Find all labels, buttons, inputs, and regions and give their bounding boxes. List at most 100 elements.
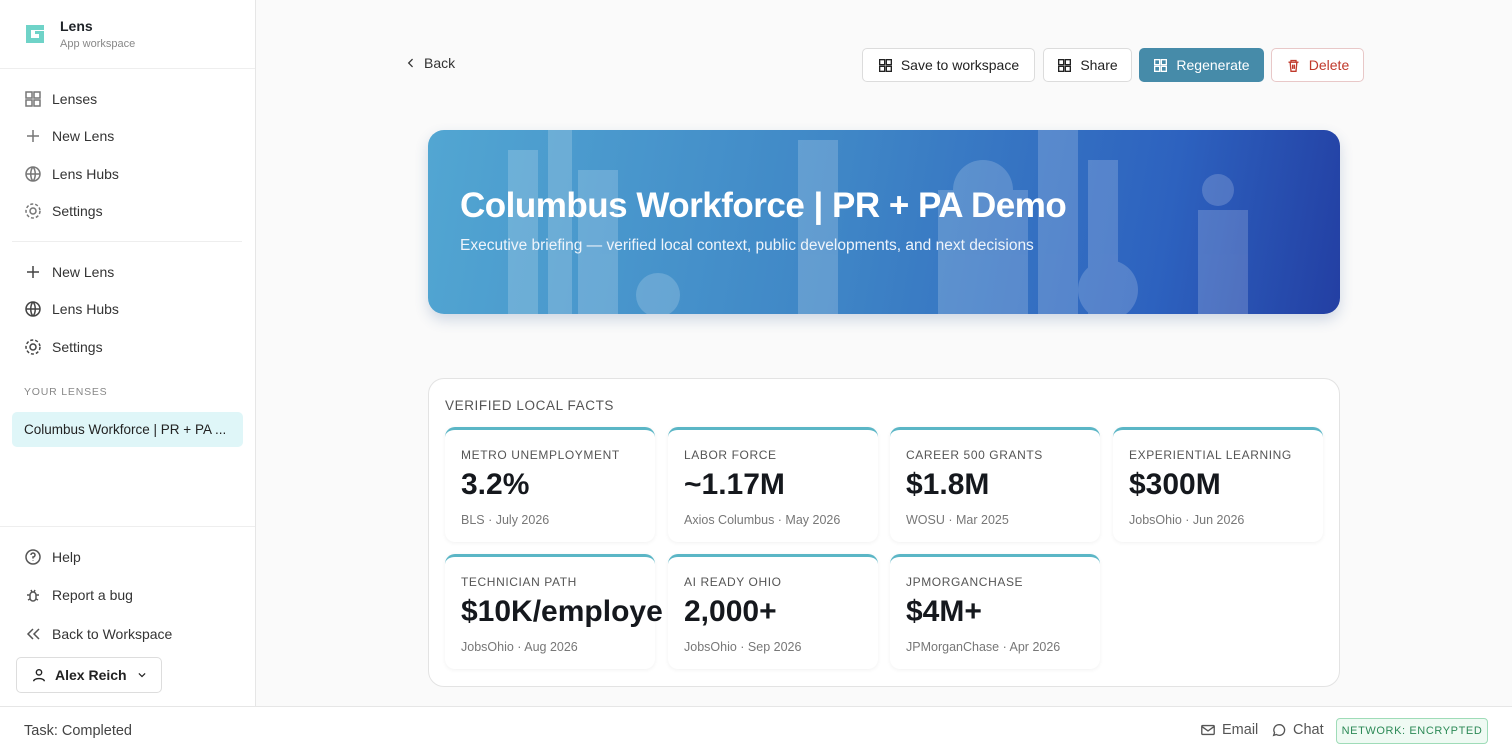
icon bbox=[407, 58, 413, 68]
fact-card: METRO UNEMPLOYMENT 3.2% BLS · July 2026 bbox=[445, 427, 655, 542]
sidebar: Lens App workspace Lenses New Lens Lens Hubs… bbox=[0, 0, 256, 706]
nav-item[interactable]: Lenses bbox=[24, 87, 97, 111]
divider bbox=[0, 526, 255, 527]
link-label: Email bbox=[1222, 722, 1259, 738]
nav-label: Lens Hubs bbox=[52, 301, 119, 317]
icon bbox=[25, 339, 41, 355]
icon bbox=[25, 166, 41, 182]
fact-card: CAREER 500 GRANTS $1.8M WOSU · Mar 2025 bbox=[890, 427, 1100, 542]
fact-card: EXPERIENTIAL LEARNING $300M JobsOhio · Jun… bbox=[1113, 427, 1323, 542]
nav-label: Back to Workspace bbox=[52, 626, 173, 642]
logo-mark bbox=[26, 25, 44, 43]
fact-value: $10K/employe bbox=[461, 595, 663, 628]
facts-heading: VERIFIED LOCAL FACTS bbox=[445, 398, 615, 413]
icon bbox=[32, 668, 46, 682]
status-link[interactable]: Email bbox=[1200, 722, 1258, 738]
footer-item[interactable]: Report a bug bbox=[24, 583, 133, 607]
divider bbox=[0, 68, 255, 69]
user-name: Alex Reich bbox=[55, 667, 127, 683]
icon bbox=[25, 301, 41, 317]
fact-value: $300M bbox=[1129, 468, 1221, 501]
fact-label: METRO UNEMPLOYMENT bbox=[461, 448, 620, 462]
icon bbox=[27, 589, 39, 602]
fact-value: 3.2% bbox=[461, 468, 530, 501]
nav-item[interactable]: Lens Hubs bbox=[24, 297, 119, 321]
fact-label: CAREER 500 GRANTS bbox=[906, 448, 1043, 462]
nav-label: New Lens bbox=[52, 264, 115, 280]
icon bbox=[1272, 723, 1286, 737]
icon bbox=[26, 628, 40, 640]
fact-card: AI READY OHIO 2,000+ JobsOhio · Sep 2026 bbox=[668, 554, 878, 669]
icon bbox=[138, 673, 146, 678]
hero-subtitle: Executive briefing — verified local cont… bbox=[460, 237, 1034, 254]
logo bbox=[24, 23, 46, 45]
nav-label: Lens Hubs bbox=[52, 166, 119, 182]
action-button[interactable]: Regenerate bbox=[1139, 48, 1264, 82]
fact-source: WOSU · Mar 2025 bbox=[906, 513, 1009, 527]
lens-item[interactable]: Columbus Workforce | PR + PA ... bbox=[12, 412, 243, 447]
button-label: Delete bbox=[1308, 57, 1350, 73]
fact-card: LABOR FORCE ~1.17M Axios Columbus · May 20… bbox=[668, 427, 878, 542]
hero-skyline bbox=[508, 130, 1248, 314]
button-label: Regenerate bbox=[1176, 57, 1250, 73]
footer-item[interactable]: Back to Workspace bbox=[24, 622, 172, 646]
nav-item[interactable]: New Lens bbox=[24, 260, 114, 284]
status-bar: Task: Completed Email Chat NETWORK: ENCRYPT… bbox=[0, 706, 1512, 754]
icon bbox=[1288, 59, 1299, 72]
button-label: Save to workspace bbox=[900, 57, 1020, 73]
back-label: Back bbox=[424, 55, 456, 71]
hero-title: Columbus Workforce | PR + PA Demo bbox=[460, 186, 1067, 225]
fact-source: BLS · July 2026 bbox=[461, 513, 550, 527]
back-link[interactable]: Back bbox=[404, 55, 455, 71]
fact-value: $1.8M bbox=[906, 468, 990, 501]
user-menu[interactable]: Alex Reich bbox=[16, 657, 162, 693]
nav-label: New Lens bbox=[52, 128, 115, 144]
nav-label: Settings bbox=[52, 339, 103, 355]
fact-label: TECHNICIAN PATH bbox=[461, 575, 577, 589]
app-subtitle: App workspace bbox=[60, 38, 136, 50]
nav-item[interactable]: New Lens bbox=[24, 124, 114, 148]
status-link[interactable]: Chat bbox=[1271, 722, 1324, 738]
icon bbox=[25, 203, 41, 219]
nav-label: Lenses bbox=[52, 91, 98, 107]
nav-label: Report a bug bbox=[52, 587, 133, 603]
fact-source: JobsOhio · Aug 2026 bbox=[461, 640, 578, 654]
nav-label: Help bbox=[52, 549, 81, 565]
action-button[interactable]: Share bbox=[1043, 48, 1132, 82]
fact-card: TECHNICIAN PATH $10K/employe JobsOhio · Au… bbox=[445, 554, 663, 669]
fact-label: LABOR FORCE bbox=[684, 448, 777, 462]
icon bbox=[878, 58, 892, 72]
network-badge: NETWORK: ENCRYPTED bbox=[1336, 718, 1488, 744]
fact-source: Axios Columbus · May 2026 bbox=[684, 513, 841, 527]
icon bbox=[1201, 724, 1215, 736]
icon bbox=[1154, 58, 1168, 72]
fact-source: JobsOhio · Jun 2026 bbox=[1129, 513, 1245, 527]
footer-item[interactable]: Help bbox=[24, 545, 81, 569]
icon bbox=[25, 549, 41, 565]
action-button[interactable]: Delete bbox=[1271, 48, 1364, 82]
icon bbox=[25, 91, 41, 107]
nav-item[interactable]: Settings bbox=[24, 199, 103, 223]
button-label: Share bbox=[1080, 57, 1118, 73]
nav-label: Settings bbox=[52, 203, 103, 219]
divider bbox=[12, 241, 242, 242]
facts-panel: VERIFIED LOCAL FACTS METRO UNEMPLOYMENT 3.… bbox=[428, 378, 1340, 687]
app-name: Lens bbox=[60, 18, 93, 34]
icon bbox=[27, 266, 39, 278]
action-button[interactable]: Save to workspace bbox=[862, 48, 1035, 82]
fact-label: EXPERIENTIAL LEARNING bbox=[1129, 448, 1292, 462]
fact-value: $4M+ bbox=[906, 595, 982, 628]
fact-source: JPMorganChase · Apr 2026 bbox=[906, 640, 1061, 654]
fact-value: 2,000+ bbox=[684, 595, 777, 628]
hero-banner: Columbus Workforce | PR + PA Demo Executi… bbox=[428, 130, 1340, 314]
fact-value: ~1.17M bbox=[684, 468, 785, 501]
section-heading: YOUR LENSES bbox=[24, 386, 108, 398]
nav-item[interactable]: Settings bbox=[24, 335, 103, 359]
fact-label: JPMORGANCHASE bbox=[906, 575, 1024, 589]
link-label: Chat bbox=[1293, 722, 1324, 738]
nav-item[interactable]: Lens Hubs bbox=[24, 162, 119, 186]
task-status: Task: Completed bbox=[24, 723, 132, 739]
icon bbox=[27, 130, 39, 142]
fact-card: JPMORGANCHASE $4M+ JPMorganChase · Apr 202… bbox=[890, 554, 1100, 669]
